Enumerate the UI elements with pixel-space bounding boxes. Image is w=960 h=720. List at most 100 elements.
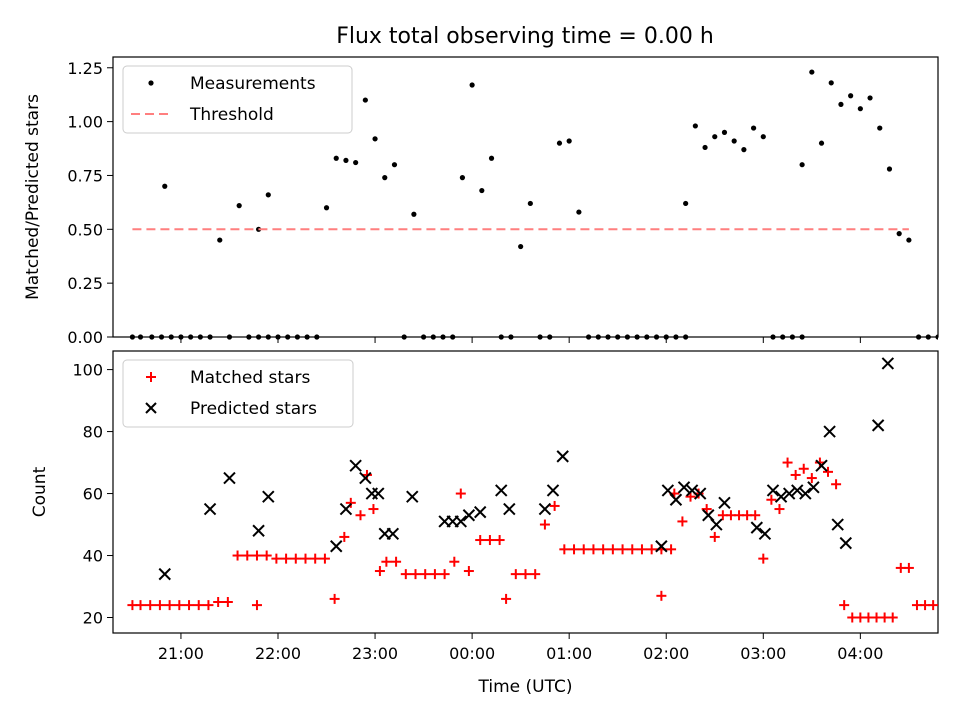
measurement-point (411, 211, 417, 217)
matched-star-point (251, 550, 262, 561)
legend-label: Matched stars (190, 368, 310, 388)
predicted-star-point (359, 471, 372, 485)
matched-star-point (766, 494, 777, 505)
predicted-star-point (807, 481, 820, 494)
measurement-point (343, 157, 349, 163)
predicted-star-point (766, 484, 780, 497)
x-tick-label: 00:00 (449, 644, 495, 663)
y-tick-label: 0.75 (67, 166, 103, 185)
measurement-point (391, 162, 398, 168)
matched-star-point (887, 612, 898, 623)
matched-star-point (339, 531, 350, 542)
matched-star-point (484, 535, 495, 546)
matched-star-point (758, 553, 769, 564)
x-tick-label: 01:00 (546, 644, 592, 663)
measurement-point (741, 147, 747, 153)
measurement-point (644, 334, 650, 340)
x-tick-label: 04:00 (837, 644, 883, 663)
measurement-point (721, 129, 728, 135)
predicted-star-b (791, 484, 804, 497)
matched-star-point (617, 544, 628, 555)
predicted-star-b (386, 527, 400, 541)
measurement-point (488, 155, 495, 161)
predicted-star-b (203, 502, 217, 516)
measurement-point (304, 334, 310, 340)
predicted-star-b (503, 502, 516, 516)
matched-star-point (135, 600, 146, 611)
matched-star-point (232, 550, 243, 561)
y-axis-label: Matched/Predicted stars (23, 94, 43, 300)
predicted-star-b (718, 496, 731, 510)
matched-star-point (368, 504, 379, 515)
measurement-point (188, 334, 194, 340)
measurement-point (518, 243, 524, 250)
predicted-star-b (669, 493, 683, 506)
measurement-point (547, 334, 553, 340)
predicted-star-point (372, 487, 385, 500)
predicted-star-point (685, 484, 699, 497)
x-tick-label: 23:00 (352, 644, 398, 663)
predicted-star-b (766, 484, 780, 497)
measurement-point (556, 140, 563, 146)
matched-star-point (355, 510, 366, 521)
predicted-star-point (538, 502, 552, 516)
matched-star-point (774, 504, 785, 515)
matched-star-point (374, 566, 385, 577)
legend-x-b (145, 402, 157, 414)
matched-star-point (839, 600, 850, 611)
predicted-star-b (495, 484, 508, 497)
measurement-point (353, 159, 359, 166)
predicted-star-b (871, 419, 885, 432)
predicted-star-b (710, 518, 723, 531)
predicted-star-point (158, 567, 171, 581)
measurement-point (653, 334, 660, 340)
x-tick-label: 03:00 (740, 644, 786, 663)
measurement-point (925, 334, 931, 340)
predicted-star-b (750, 521, 764, 534)
x-tick-label: 02:00 (643, 644, 689, 663)
measurement-point (712, 134, 718, 140)
measurement-point (285, 334, 291, 340)
matched-star-point (636, 544, 647, 555)
predicted-star-point (655, 540, 668, 553)
predicted-star-point (406, 490, 419, 503)
measurement-point (137, 334, 144, 340)
matched-star-point (400, 569, 411, 580)
x-axis-label: Time (UTC) (478, 677, 573, 697)
measurement-point (683, 200, 689, 207)
measurement-point (265, 334, 271, 340)
predicted-star-b (262, 490, 275, 503)
predicted-star-b (546, 484, 560, 497)
measurement-point (935, 334, 938, 340)
matched-star-point (709, 531, 720, 542)
measurement-point (129, 334, 136, 340)
predicted-star-b (685, 484, 699, 497)
measurement-point (469, 82, 475, 88)
predicted-star-b (655, 540, 668, 553)
matched-star-point (666, 544, 677, 555)
top-panel: 0.00 0.25 0.50 0.75 1.00 1.25 Matched/Predicte… (23, 56, 939, 347)
predicted-star-point (503, 502, 516, 516)
measurement-point (896, 231, 902, 237)
predicted-star-b (223, 471, 236, 485)
predicted-star-point (774, 490, 788, 503)
matched-star-point (475, 535, 486, 546)
predicted-star-b (774, 490, 788, 503)
measurement-point (197, 334, 203, 340)
measurement-point (692, 123, 698, 129)
measurement-point (848, 93, 854, 99)
measurement-point (595, 334, 601, 340)
predicted-star-b (158, 567, 171, 581)
predicted-star-point (386, 527, 400, 541)
predicted-star-b (359, 471, 372, 485)
matched-star-point (463, 566, 474, 577)
chart-title: Flux total observing time = 0.00 h (336, 24, 714, 49)
measurement-point (430, 334, 436, 340)
measurement-point (168, 334, 174, 340)
matched-star-point (329, 593, 340, 604)
matched-star-point (251, 600, 262, 611)
predicted-star-point (546, 484, 560, 497)
predicted-star-b (831, 518, 844, 531)
matched-star-point (750, 510, 761, 521)
predicted-star-b (538, 502, 552, 516)
